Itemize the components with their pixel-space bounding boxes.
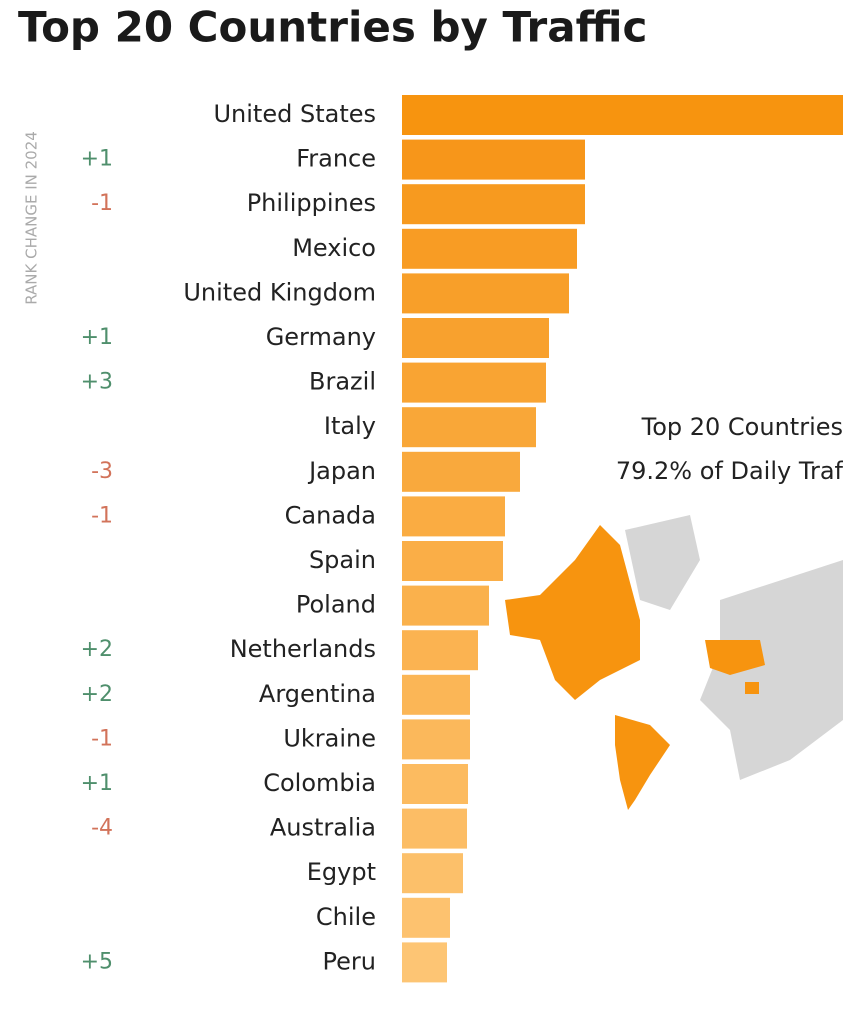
bar (402, 228, 577, 269)
annotation: 79.2% of Daily Traf (616, 457, 843, 485)
rank-change: -3 (91, 459, 113, 484)
bar (402, 184, 585, 225)
europe (705, 640, 765, 675)
bar (402, 719, 470, 760)
y-tick-label: Ukraine (283, 724, 376, 752)
y-tick-label: Peru (323, 947, 376, 975)
bar (402, 674, 470, 715)
y-tick-label: Argentina (259, 680, 376, 708)
bar (402, 630, 478, 671)
bar (402, 318, 549, 358)
bar (402, 496, 505, 537)
bar (402, 273, 569, 314)
y-tick-label: Chile (316, 903, 376, 931)
bar (402, 139, 585, 180)
bar (402, 451, 520, 492)
rank-change: -1 (91, 191, 113, 216)
bar (402, 808, 467, 849)
y-tick-label: Egypt (307, 858, 376, 886)
bar (402, 585, 489, 626)
world-map (505, 515, 843, 810)
rank-change: +5 (81, 949, 113, 974)
rank-change: +1 (81, 771, 113, 796)
y-tick-label: Philippines (247, 189, 376, 217)
bar (402, 407, 536, 448)
bar (402, 942, 447, 983)
annotation: Top 20 Countries (641, 413, 843, 441)
bar (402, 853, 463, 894)
y-tick-label: Brazil (309, 368, 376, 396)
rank-change: +1 (81, 325, 113, 350)
side-label: RANK CHANGE IN 2024 (23, 131, 41, 305)
rank-change: +1 (81, 147, 113, 172)
bar (402, 897, 450, 938)
chart-title: Top 20 Countries by Traffic (18, 3, 647, 52)
y-tick-label: Japan (307, 457, 376, 485)
bar (402, 541, 503, 581)
greenland (625, 515, 700, 610)
rank-change: +3 (81, 370, 113, 395)
rank-change: +2 (81, 637, 113, 662)
north-america (505, 525, 640, 700)
y-tick-label: Germany (266, 323, 376, 351)
rank-change: -4 (91, 816, 113, 841)
bar (402, 95, 843, 135)
rank-change: -1 (91, 503, 113, 528)
eurasia-africa (700, 560, 843, 780)
bar (402, 764, 468, 804)
rank-change: -1 (91, 726, 113, 751)
y-tick-label: United Kingdom (183, 278, 376, 306)
egypt (745, 682, 759, 694)
y-tick-label: Poland (296, 591, 376, 619)
y-tick-label: Spain (309, 546, 376, 574)
y-tick-label: France (296, 145, 376, 173)
y-tick-label: Colombia (263, 769, 376, 797)
y-tick-label: Australia (270, 814, 376, 842)
y-tick-label: Italy (324, 412, 376, 440)
y-tick-label: United States (213, 100, 376, 128)
y-tick-label: Mexico (292, 234, 376, 262)
bar (402, 362, 546, 403)
y-tick-label: Canada (285, 501, 376, 529)
y-tick-label: Netherlands (230, 635, 376, 663)
south-america (615, 715, 670, 810)
rank-change: +2 (81, 682, 113, 707)
